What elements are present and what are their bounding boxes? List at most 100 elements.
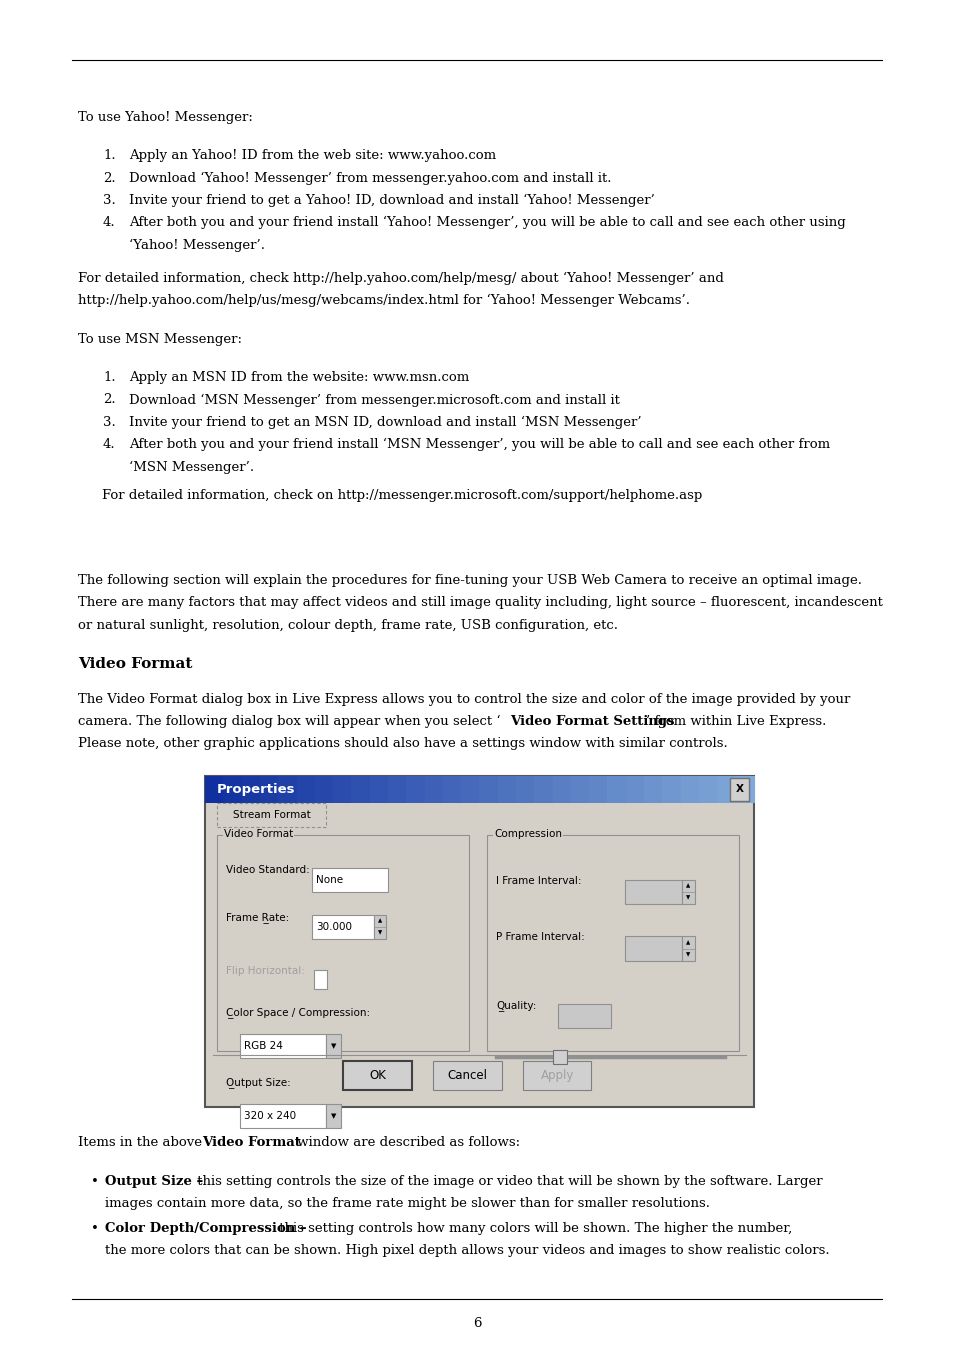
Text: After both you and your friend install ‘MSN Messenger’, you will be able to call: After both you and your friend install ‘… <box>129 438 829 451</box>
Text: The following section will explain the procedures for fine-tuning your USB Web C: The following section will explain the p… <box>78 574 862 588</box>
Text: Video Format: Video Format <box>224 828 294 839</box>
Text: None: None <box>315 874 342 885</box>
Text: Download ‘MSN Messenger’ from messenger.microsoft.com and install it: Download ‘MSN Messenger’ from messenger.… <box>129 393 619 407</box>
Bar <box>460 775 479 802</box>
FancyBboxPatch shape <box>374 915 386 939</box>
Text: Please note, other graphic applications should also have a settings window with : Please note, other graphic applications … <box>78 738 727 750</box>
Text: ‘MSN Messenger’.: ‘MSN Messenger’. <box>129 461 253 474</box>
Text: Apply: Apply <box>540 1069 573 1082</box>
Text: To use Yahoo! Messenger:: To use Yahoo! Messenger: <box>78 111 253 124</box>
Bar <box>552 775 571 802</box>
Text: Video Format: Video Format <box>202 1136 301 1150</box>
FancyBboxPatch shape <box>216 802 326 827</box>
Bar <box>735 775 754 802</box>
Text: ▼: ▼ <box>685 952 690 957</box>
Bar <box>497 775 517 802</box>
Bar <box>588 775 608 802</box>
Bar <box>259 775 279 802</box>
FancyBboxPatch shape <box>312 867 388 892</box>
FancyBboxPatch shape <box>312 915 374 939</box>
Text: http://help.yahoo.com/help/us/mesg/webcams/index.html for ‘Yahoo! Messenger Webc: http://help.yahoo.com/help/us/mesg/webca… <box>78 295 690 308</box>
Text: 3.: 3. <box>103 416 115 428</box>
Text: Video Format: Video Format <box>78 657 193 671</box>
Bar <box>424 775 443 802</box>
Text: ▼: ▼ <box>377 931 382 935</box>
Bar <box>442 775 461 802</box>
Bar <box>296 775 315 802</box>
FancyBboxPatch shape <box>486 835 739 1051</box>
Bar <box>205 775 753 802</box>
Bar <box>607 775 626 802</box>
Text: Items in the above: Items in the above <box>78 1136 206 1150</box>
FancyBboxPatch shape <box>326 1034 340 1058</box>
Text: ▼: ▼ <box>685 896 690 900</box>
Text: 1.: 1. <box>103 372 115 384</box>
Text: Compression: Compression <box>494 828 561 839</box>
FancyBboxPatch shape <box>522 1061 591 1090</box>
Bar <box>406 775 425 802</box>
FancyBboxPatch shape <box>624 936 681 961</box>
Text: Download ‘Yahoo! Messenger’ from messenger.yahoo.com and install it.: Download ‘Yahoo! Messenger’ from messeng… <box>129 172 611 185</box>
Text: Frame R̲ate:: Frame R̲ate: <box>226 912 289 923</box>
Bar <box>679 775 699 802</box>
Text: 3.: 3. <box>103 193 115 207</box>
Bar <box>333 775 352 802</box>
FancyBboxPatch shape <box>314 970 327 989</box>
Text: Properties: Properties <box>216 782 294 796</box>
Bar <box>661 775 680 802</box>
Bar <box>643 775 662 802</box>
Text: After both you and your friend install ‘Yahoo! Messenger’, you will be able to c: After both you and your friend install ‘… <box>129 216 844 230</box>
Bar <box>388 775 407 802</box>
Bar <box>205 775 224 802</box>
Text: this setting controls the size of the image or video that will be shown by the s: this setting controls the size of the im… <box>193 1175 821 1188</box>
Bar <box>351 775 370 802</box>
Bar <box>516 775 535 802</box>
Bar <box>717 775 736 802</box>
Bar <box>625 775 644 802</box>
Text: To use MSN Messenger:: To use MSN Messenger: <box>78 332 242 346</box>
Text: For detailed information, check on http://messenger.microsoft.com/support/helpho: For detailed information, check on http:… <box>102 489 701 503</box>
Text: Video Format Settings: Video Format Settings <box>509 715 674 728</box>
Text: Invite your friend to get a Yahoo! ID, download and install ‘Yahoo! Messenger’: Invite your friend to get a Yahoo! ID, d… <box>129 193 654 207</box>
Text: •: • <box>91 1175 98 1188</box>
Text: Color Depth/Compression –: Color Depth/Compression – <box>105 1221 306 1235</box>
Text: OK: OK <box>369 1069 386 1082</box>
Text: For detailed information, check http://help.yahoo.com/help/mesg/ about ‘Yahoo! M: For detailed information, check http://h… <box>78 272 723 285</box>
Bar <box>278 775 297 802</box>
Text: ▲: ▲ <box>377 919 382 923</box>
Text: 4.: 4. <box>103 438 115 451</box>
Text: the more colors that can be shown. High pixel depth allows your videos and image: the more colors that can be shown. High … <box>105 1244 829 1256</box>
Text: ▼: ▼ <box>331 1113 335 1119</box>
Text: or natural sunlight, resolution, colour depth, frame rate, USB configuration, et: or natural sunlight, resolution, colour … <box>78 619 618 632</box>
Text: ▼: ▼ <box>331 1043 335 1048</box>
FancyBboxPatch shape <box>681 880 694 904</box>
Bar <box>314 775 334 802</box>
Text: window are described as follows:: window are described as follows: <box>293 1136 519 1150</box>
Text: Stream Format: Stream Format <box>233 809 310 820</box>
FancyBboxPatch shape <box>681 936 694 961</box>
Bar <box>241 775 260 802</box>
FancyBboxPatch shape <box>205 775 753 1106</box>
Text: 30.000: 30.000 <box>315 921 352 932</box>
FancyBboxPatch shape <box>558 1004 610 1028</box>
Text: The Video Format dialog box in Live Express allows you to control the size and c: The Video Format dialog box in Live Expr… <box>78 693 850 705</box>
Text: 1.: 1. <box>103 150 115 162</box>
Text: Flip Horizontal:: Flip Horizontal: <box>226 966 305 977</box>
FancyBboxPatch shape <box>240 1034 326 1058</box>
Bar <box>478 775 498 802</box>
FancyBboxPatch shape <box>326 1104 340 1128</box>
Text: Invite your friend to get an MSN ID, download and install ‘MSN Messenger’: Invite your friend to get an MSN ID, dow… <box>129 416 640 430</box>
Bar <box>369 775 389 802</box>
Text: images contain more data, so the frame rate might be slower than for smaller res: images contain more data, so the frame r… <box>105 1197 709 1210</box>
Bar <box>698 775 718 802</box>
Text: camera. The following dialog box will appear when you select ‘: camera. The following dialog box will ap… <box>78 715 500 728</box>
Text: •: • <box>91 1221 98 1235</box>
Text: O̲utput Size:: O̲utput Size: <box>226 1077 291 1088</box>
Bar <box>534 775 553 802</box>
FancyBboxPatch shape <box>433 1061 501 1090</box>
Text: RGB 24: RGB 24 <box>244 1040 283 1051</box>
Bar <box>570 775 589 802</box>
FancyBboxPatch shape <box>240 1104 326 1128</box>
Text: Cancel: Cancel <box>447 1069 487 1082</box>
Text: this setting controls how many colors will be shown. The higher the number,: this setting controls how many colors wi… <box>274 1221 791 1235</box>
